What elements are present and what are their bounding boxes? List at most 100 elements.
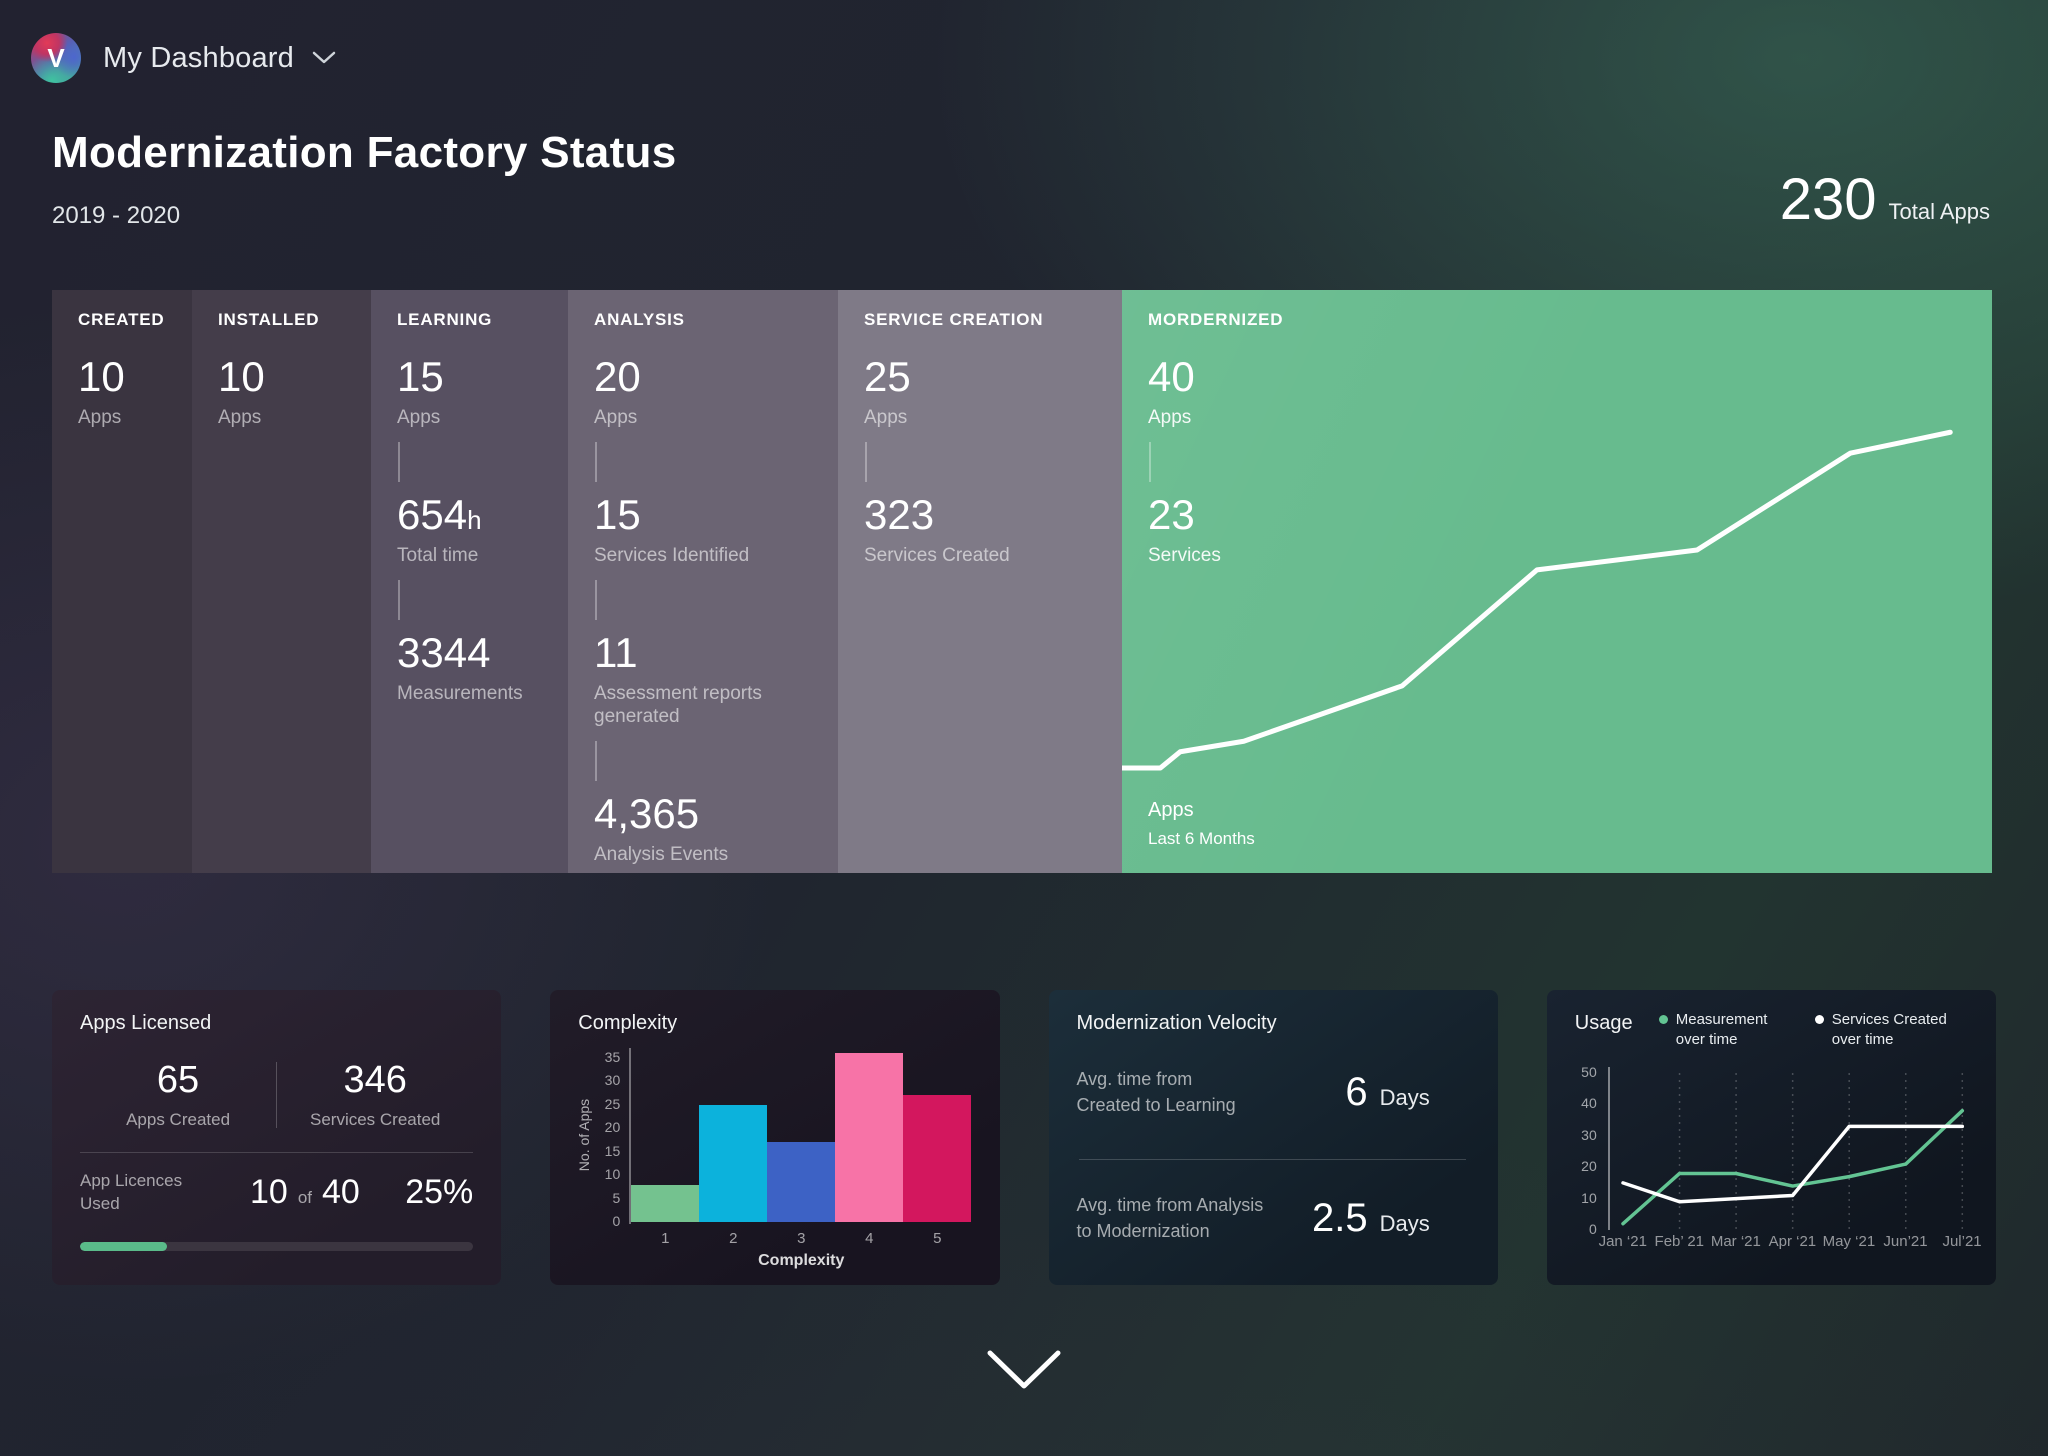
stage-stats: 40 Apps 23 Services xyxy=(1148,356,1992,568)
stat-number: 11 xyxy=(594,628,638,676)
x-tick-label: Mar ‘21 xyxy=(1710,1233,1761,1250)
velocity-row-created-to-learning: Avg. time from Created to Learning 6 Day… xyxy=(1077,1066,1458,1118)
stat-number: 10 xyxy=(218,353,265,400)
complexity-card: Complexity No. of Apps Complexity 0 5 10 15… xyxy=(550,990,1000,1285)
funnel-stage-mordernized: Apps Last 6 Months MORDERNIZED 40 Apps 23 Serv… xyxy=(1122,290,1992,873)
velocity-label: Avg. time from Analysis to Modernization xyxy=(1077,1192,1264,1244)
y-tick-label: 50 xyxy=(1581,1064,1597,1080)
stat-value: 4,365 xyxy=(594,793,838,835)
stat-connector-line xyxy=(1149,441,1151,482)
series-line-services-created-over-time xyxy=(1621,1124,1964,1204)
stat-number: 15 xyxy=(594,490,641,538)
x-axis-label: Complexity xyxy=(758,1252,845,1269)
stat-label: Apps xyxy=(218,407,262,428)
cards-row: Apps Licensed 65 Apps Created 346 Servic… xyxy=(52,990,1996,1285)
stat-number: 23 xyxy=(1148,490,1195,538)
card-title: Usage xyxy=(1574,1012,1633,1034)
velocity-value: 2.5 Days xyxy=(1312,1196,1430,1241)
velocity-label-line1: Avg. time from Analysis xyxy=(1076,1195,1264,1215)
stage-stats: 10 Apps xyxy=(218,356,371,430)
bar-complexity-5 xyxy=(903,1095,972,1222)
stat-services-created: 346 Services Created xyxy=(277,1059,473,1130)
x-tick-label: Jan ‘21 xyxy=(1598,1233,1647,1250)
complexity-plot: No. of Apps Complexity 0 5 10 15 20 25 30 35 1 2 3… xyxy=(550,990,999,1285)
usage-chart xyxy=(1607,1067,1964,1230)
velocity-label-line1: Avg. time from xyxy=(1076,1069,1193,1089)
licences-used: 10 xyxy=(250,1173,288,1212)
stat-label: Analysis Events xyxy=(594,844,729,865)
stat-value: 654h xyxy=(397,493,568,536)
chevron-down-icon[interactable] xyxy=(312,51,336,65)
expand-button[interactable] xyxy=(986,1348,1062,1392)
trend-caption: Apps Last 6 Months xyxy=(1148,799,1255,849)
trend-caption-label: Apps xyxy=(1148,799,1194,821)
stat-value: 40 xyxy=(1148,356,1992,398)
velocity-value-unit: Days xyxy=(1379,1210,1430,1236)
stat-label: Assessment reports generated xyxy=(594,682,762,728)
total-apps-value: 230 xyxy=(1779,167,1877,232)
stat-label: Services xyxy=(1148,544,1221,566)
vfunction-logo-icon: V xyxy=(31,33,81,83)
stat-value: 346 xyxy=(343,1059,407,1101)
velocity-label-line2: to Modernization xyxy=(1076,1221,1210,1242)
y-tick-label: 5 xyxy=(612,1189,621,1206)
stat-number: 40 xyxy=(1148,353,1195,400)
x-tick-label: Apr ‘21 xyxy=(1768,1233,1817,1250)
legend-label-line2: over time xyxy=(1675,1030,1738,1048)
stat-label: Apps xyxy=(594,407,638,428)
stat-label: Apps Created xyxy=(126,1110,231,1129)
stat-unit: h xyxy=(467,504,482,535)
x-tick-label: 1 xyxy=(661,1230,670,1247)
stat-connector-line xyxy=(398,441,400,482)
y-tick-label: 15 xyxy=(604,1142,621,1159)
x-tick-label: 3 xyxy=(797,1230,806,1247)
velocity-row-analysis-to-modernization: Avg. time from Analysis to Modernization… xyxy=(1077,1192,1458,1244)
vertical-divider xyxy=(276,1061,278,1128)
funnel-stage-created: CREATED 10 Apps xyxy=(52,290,192,873)
stat-number: 4,365 xyxy=(594,790,700,837)
velocity-value-number: 6 xyxy=(1345,1069,1368,1114)
dashboard-switcher[interactable]: V My Dashboard xyxy=(31,33,336,83)
apps-licensed-card: Apps Licensed 65 Apps Created 346 Servic… xyxy=(52,990,502,1285)
stat-number: 3344 xyxy=(397,628,491,676)
stat-number: 15 xyxy=(397,353,444,400)
stat-label: Apps xyxy=(397,407,441,428)
stat-value: 10 xyxy=(218,356,371,398)
licences-label-line1: App Licences xyxy=(80,1171,183,1190)
legend-label: Measurement over time xyxy=(1676,1010,1768,1049)
x-tick-label: 5 xyxy=(933,1230,942,1247)
stat-number: 25 xyxy=(864,353,911,400)
x-tick-label: 2 xyxy=(729,1230,738,1247)
stat-label: Services Created xyxy=(309,1110,441,1129)
stage-name: ANALYSIS xyxy=(594,310,685,329)
y-tick-label: 30 xyxy=(604,1072,621,1089)
stat-number: 323 xyxy=(864,490,935,538)
stat-label: Apps xyxy=(864,407,908,428)
stat-value: 3344 xyxy=(397,628,568,676)
velocity-value: 6 Days xyxy=(1345,1070,1429,1115)
stat-value: 10 xyxy=(78,356,192,398)
stat-value: 65 xyxy=(156,1059,200,1101)
y-tick-label: 40 xyxy=(1581,1095,1597,1112)
legend-item-services-created: Services Created over time xyxy=(1814,1010,1947,1049)
x-tick-label: Feb’ 21 xyxy=(1654,1233,1705,1250)
stat-label: Measurements xyxy=(397,682,523,704)
x-tick-label: 4 xyxy=(865,1230,874,1247)
y-tick-label: 30 xyxy=(1581,1126,1597,1143)
chevron-down-icon xyxy=(987,1350,1061,1389)
legend-label: Services Created over time xyxy=(1832,1010,1947,1049)
y-axis-line xyxy=(629,1048,632,1224)
licences-count: 10 of 40 xyxy=(250,1173,360,1212)
legend-label-line2: over time xyxy=(1831,1030,1894,1048)
licences-of: of xyxy=(297,1188,313,1208)
funnel-stage-service-creation: SERVICE CREATION 25 Apps 323 Services Create… xyxy=(838,290,1122,873)
funnel-stage-learning: LEARNING 15 Apps 654h Total time 3344 Measurem… xyxy=(371,290,568,873)
velocity-value-unit: Days xyxy=(1379,1084,1430,1110)
y-tick-label: 10 xyxy=(1581,1189,1597,1206)
trend-caption-period: Last 6 Months xyxy=(1148,829,1255,848)
stat-label: Total time xyxy=(397,544,479,566)
stage-name: INSTALLED xyxy=(218,310,320,329)
card-title: Modernization Velocity xyxy=(1076,1012,1277,1034)
y-tick-label: 20 xyxy=(1581,1158,1597,1175)
x-tick-label: Jul’21 xyxy=(1942,1233,1982,1250)
